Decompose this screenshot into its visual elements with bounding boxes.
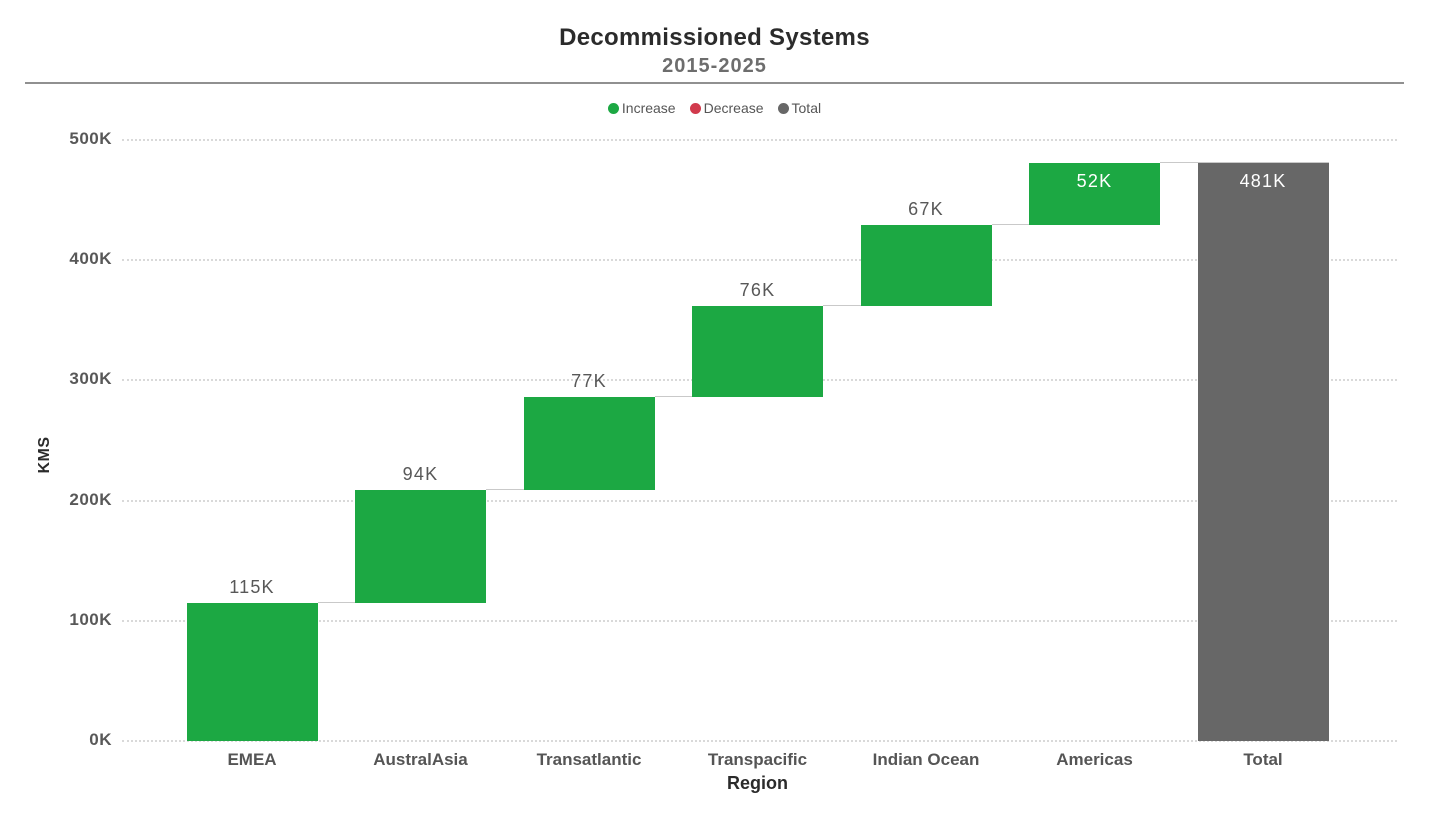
bar-value-label: 67K (908, 199, 944, 220)
x-category-label-americas: Americas (1056, 750, 1133, 769)
y-tick-label: 0K (89, 730, 112, 749)
legend-label-total: Total (791, 100, 822, 116)
y-tick-label: 300K (69, 369, 112, 389)
legend-item-decrease[interactable]: Decrease (689, 100, 764, 116)
bar-value-label: 94K (402, 463, 439, 484)
bar-value-label: 115K (229, 576, 275, 597)
y-tick-label: 400K (69, 249, 112, 269)
legend-label-decrease: Decrease (703, 100, 764, 116)
y-tick-label: 100K (69, 609, 112, 629)
gridline (122, 139, 1397, 141)
bar-americas[interactable] (1029, 162, 1160, 226)
bar-australasia[interactable] (355, 489, 486, 603)
x-category-label-transatlantic: Transatlantic (536, 750, 642, 769)
legend: Increase Decrease Total (0, 100, 1429, 116)
gridline (122, 499, 1397, 502)
legend-label-increase: Increase (621, 100, 676, 116)
y-tick-label: 200K (69, 489, 112, 509)
gridline (122, 740, 1397, 742)
bar-value-label: 76K (739, 279, 776, 300)
gridline (122, 619, 1397, 622)
legend-item-total[interactable]: Total (777, 100, 822, 116)
bar-value-label: 481K (1239, 170, 1287, 191)
x-category-label-emea: EMEA (227, 750, 277, 769)
bar-total[interactable] (1197, 162, 1329, 741)
bar-transpacific[interactable] (692, 305, 823, 398)
bar-indian-ocean[interactable] (860, 225, 992, 306)
x-axis-title: Region (727, 773, 788, 793)
connector-line (1160, 161, 1329, 163)
legend-item-increase[interactable]: Increase (607, 100, 676, 116)
y-axis-title: KMS (36, 436, 53, 474)
x-category-label-indian-ocean: Indian Ocean (872, 750, 980, 769)
x-category-label-transpacific: Transpacific (707, 750, 808, 769)
x-category-label-australasia: AustralAsia (373, 750, 468, 769)
bar-value-label: 52K (1076, 170, 1113, 191)
legend-dot-total-icon (777, 102, 789, 114)
bar-value-label: 77K (571, 371, 607, 392)
gridline (122, 259, 1397, 262)
bar-emea[interactable] (186, 602, 318, 741)
y-tick-label: 500K (69, 129, 112, 148)
chart-title: Decommissioned Systems (559, 24, 870, 51)
legend-dot-decrease-icon (689, 102, 701, 114)
chart-subtitle: 2015-2025 (662, 55, 767, 77)
title-separator (25, 82, 1404, 84)
legend-dot-increase-icon (607, 102, 619, 114)
bar-transatlantic[interactable] (523, 397, 655, 490)
x-category-label-total: Total (1243, 750, 1283, 769)
